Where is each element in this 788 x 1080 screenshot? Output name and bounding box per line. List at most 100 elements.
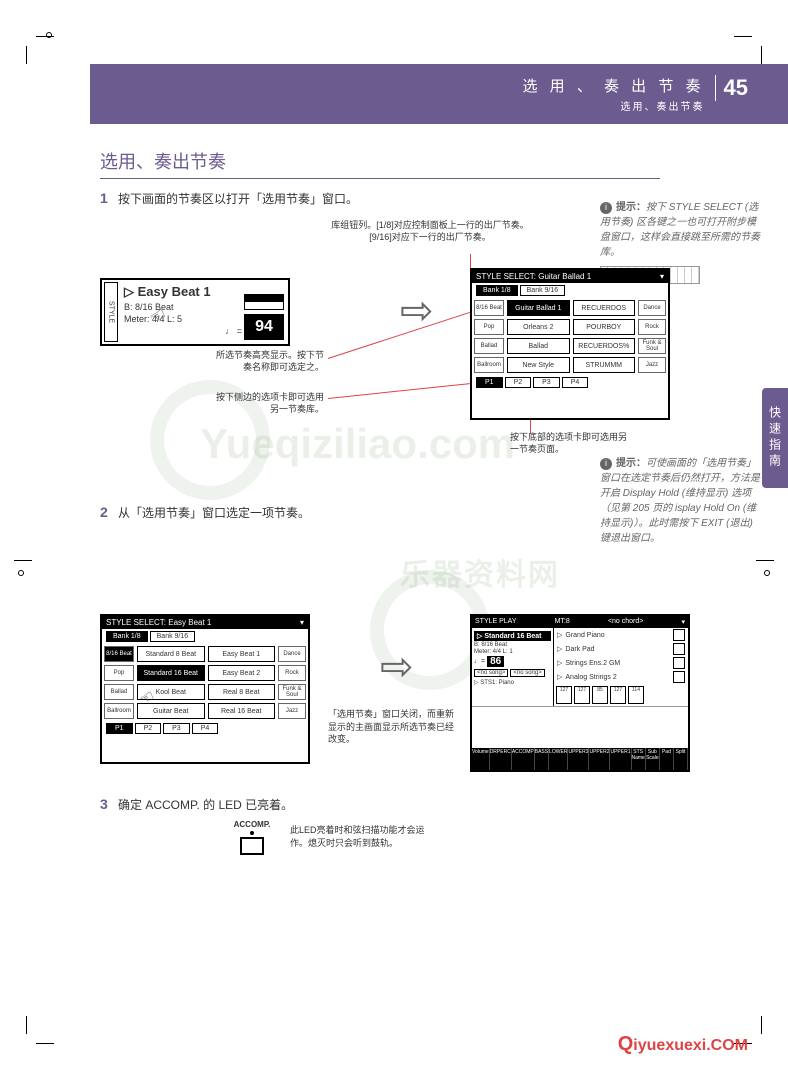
style-button[interactable]: POURBOY [573,319,636,335]
sts-name: STS1: Piano [480,680,514,686]
page-tab[interactable]: P3 [163,723,190,734]
category-tab[interactable]: Funk & Soul [278,684,306,700]
footer-tab[interactable]: LOWER [549,748,568,770]
category-tab[interactable]: Ballroom [474,357,504,373]
footer-tab[interactable]: Sub Scale [646,748,660,770]
footer-tab[interactable]: UPPER2 [589,748,610,770]
footer-tab[interactable]: UPPER1 [610,748,631,770]
bank-tabs: Bank 1/8 Bank 9/16 [102,629,308,644]
page-tabs: P1 P2 P3 P4 [472,375,668,390]
track-row: ▷Grand Piano [554,628,688,642]
page-tab[interactable]: P1 [106,723,133,734]
dropdown-icon: ▾ [300,618,304,627]
category-tab[interactable]: Rock [638,319,666,335]
title-text: STYLE SELECT: Guitar Ballad 1 [476,272,591,281]
footer-tab[interactable]: STS Name [632,748,646,770]
style-button[interactable]: RECUERDOS% [573,338,636,354]
track-row: ▷Dark Pad [554,642,688,656]
left-tabs: 8/16 Beat Pop Ballad Ballroom [474,300,504,373]
footer-tab[interactable]: Pad [660,748,674,770]
style-button[interactable]: Easy Beat 2 [208,665,276,681]
footer-tab[interactable]: BASS [535,748,549,770]
bank-tab[interactable]: Bank 9/16 [520,285,566,296]
tip-label: 提示： [616,458,646,469]
song-slot: <no song> [474,669,508,677]
page-tab[interactable]: P3 [533,377,560,388]
section-title: 选用、奏出节奏 [100,148,660,179]
style-button[interactable]: New Style [507,357,570,373]
meter-label: Meter: 4/4 L: 1 [474,649,513,655]
category-tab[interactable]: Ballad [474,338,504,354]
category-tab[interactable]: Funk & Soul [638,338,666,354]
tempo-value: 94 [244,314,284,340]
style-select-window: STYLE SELECT: Guitar Ballad 1 ▾ Bank 1/8 … [470,268,670,420]
title-text: STYLE SELECT: Easy Beat 1 [106,618,211,627]
category-tab[interactable]: Jazz [638,357,666,373]
track-row: ▷Strings Ens.2 GM [554,656,688,670]
bank-tab[interactable]: Bank 9/16 [150,631,196,642]
page-tab[interactable]: P1 [476,377,503,388]
right-tabs: Dance Rock Funk & Soul Jazz [638,300,666,373]
title-left: STYLE PLAY [475,618,517,626]
arrow-icon: ⇨ [380,644,414,690]
tip-text: 可使画面的「选用节奏」窗口在选定节奏后仍然打开，方法是开启 Display Ho… [600,458,760,544]
category-tab[interactable]: Jazz [278,703,306,719]
style-button[interactable]: Orleans 2 [507,319,570,335]
page-tab[interactable]: P4 [562,377,589,388]
tempo-value: 86 [487,656,504,667]
track-name: Grand Piano [565,632,670,639]
style-play-window: STYLE PLAY MT:8 <no chord> ▾ ▷ Standard … [470,614,690,772]
bank-tab[interactable]: Bank 1/8 [476,285,518,296]
side-tab: 快速指南 [762,388,788,488]
style-button[interactable]: Standard 16 Beat [137,665,205,681]
left-tabs: 8/16 Beat Pop Ballad Ballroom [104,646,134,719]
page-tab[interactable]: P4 [192,723,219,734]
slider[interactable]: 127 [610,686,626,704]
figure-2: STYLE SELECT: Easy Beat 1 ▾ Bank 1/8 Bank… [100,614,700,784]
page-tab[interactable]: P2 [135,723,162,734]
footer-tab[interactable]: Split [674,748,688,770]
slider[interactable]: 127 [556,686,572,704]
style-button[interactable]: Guitar Ballad 1 [507,300,570,316]
style-button[interactable]: RECUERDOS [573,300,636,316]
dropdown-icon: ▾ [681,618,685,626]
style-button[interactable]: Easy Beat 1 [208,646,276,662]
style-button[interactable]: Real 16 Beat [208,703,276,719]
track-name: Analog Strings 2 [565,674,670,681]
category-tab[interactable]: 8/16 Beat [104,646,134,662]
style-button[interactable]: STRUMMM [573,357,636,373]
step-text: 确定 ACCOMP. 的 LED 已亮着。 [118,796,293,815]
category-tab[interactable]: Ballad [104,684,134,700]
slider[interactable]: 127 [574,686,590,704]
category-tab[interactable]: 8/16 Beat [474,300,504,316]
bank-tab[interactable]: Bank 1/8 [106,631,148,642]
footer-tab[interactable]: DRPERC [490,748,512,770]
category-tab[interactable]: Dance [638,300,666,316]
page-number: 45 [715,75,748,101]
category-tab[interactable]: Pop [104,665,134,681]
footer-tabs: Volume DRPERC ACCOMP BASS LOWER UPPER3 U… [472,748,688,770]
style-button[interactable]: Real 8 Beat [208,684,276,700]
footer-tab[interactable]: ACCOMP [512,748,535,770]
dropdown-icon: ▾ [660,272,664,281]
slider[interactable]: 85 [592,686,608,704]
footer-tab[interactable]: UPPER3 [568,748,589,770]
style-button[interactable]: Ballad [507,338,570,354]
page-header: 选 用 、 奏 出 节 奏 选用、奏出节奏 45 [90,64,788,124]
sts-label: ▷ STS1: Piano [474,679,551,686]
track-icon [673,629,685,641]
style-name: Standard 16 Beat [484,633,541,640]
bank-tabs: Bank 1/8 Bank 9/16 [472,283,668,298]
slider[interactable]: 114 [628,686,644,704]
step-number: 3 [100,796,118,815]
category-tab[interactable]: Dance [278,646,306,662]
page-tab[interactable]: P2 [505,377,532,388]
step-number: 1 [100,190,118,209]
footer-tab[interactable]: Volume [472,748,490,770]
category-tab[interactable]: Ballroom [104,703,134,719]
category-tab[interactable]: Rock [278,665,306,681]
header-subtitle: 选用、奏出节奏 [523,98,705,113]
category-tab[interactable]: Pop [474,319,504,335]
style-button[interactable]: Standard 8 Beat [137,646,205,662]
track-icon [673,643,685,655]
